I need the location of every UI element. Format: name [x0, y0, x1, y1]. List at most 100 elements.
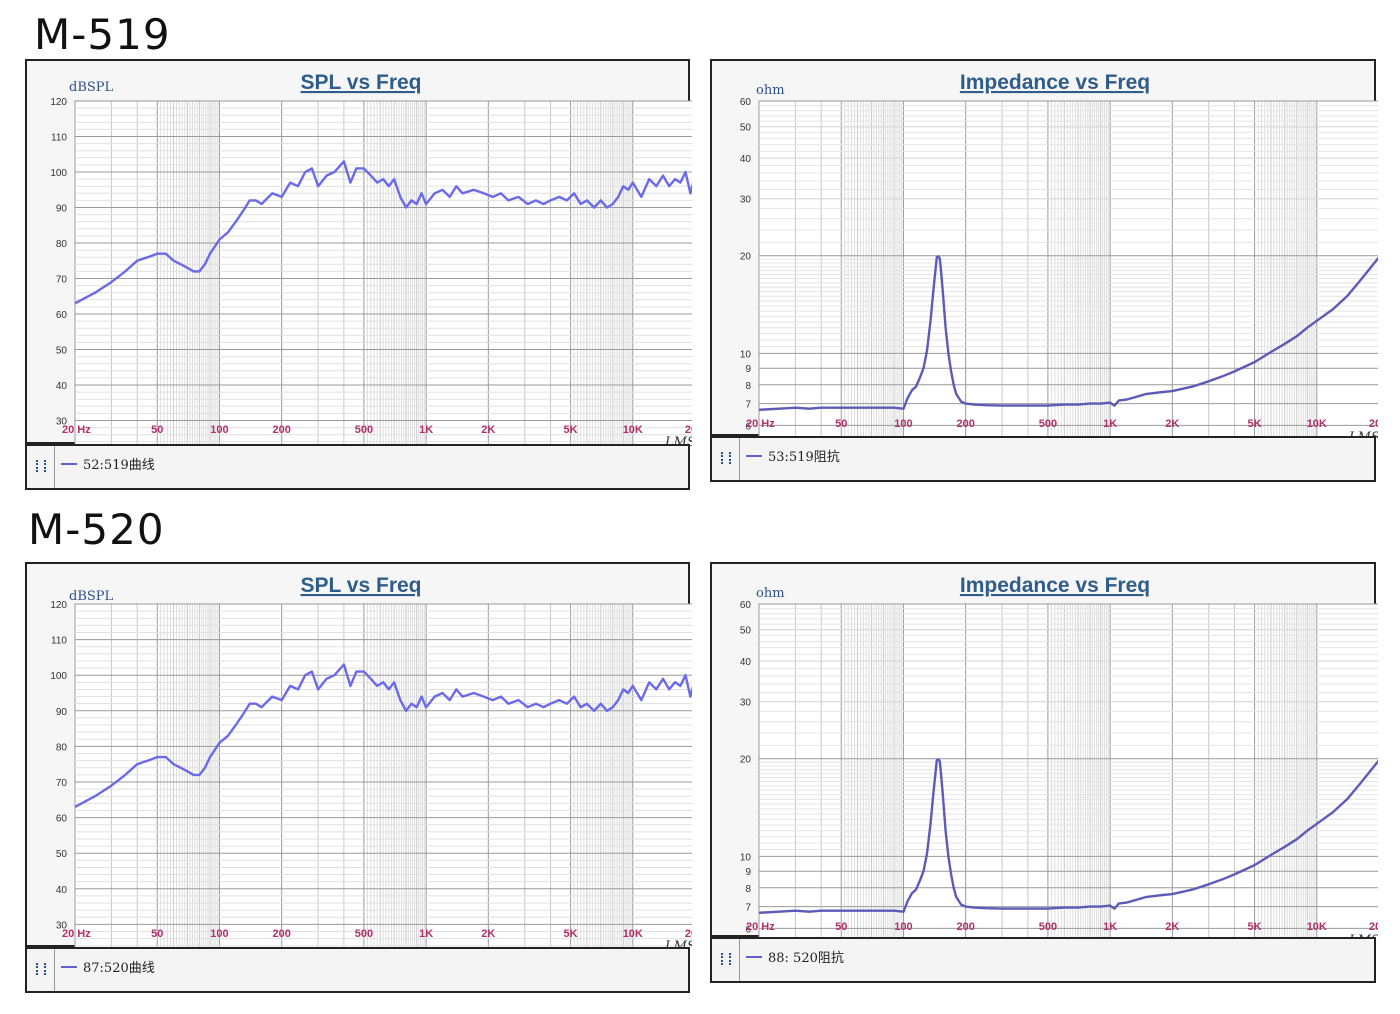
x-tick-label: 100	[210, 928, 228, 940]
x-tick-label: 200	[272, 424, 290, 436]
impedance-chart: Impedance vs Freqohm5678910203040506020 …	[740, 574, 1378, 939]
x-tick-label: 200	[956, 418, 974, 430]
y-tick-label: 20	[740, 755, 752, 766]
legend-swatch	[746, 454, 762, 457]
spl-chart-panel: SPL vs FreqdBSPL203040506070809010011012…	[25, 59, 692, 446]
y-tick-label: 60	[740, 600, 752, 611]
y-tick-label: 70	[56, 275, 68, 286]
x-tick-label: 2K	[1165, 921, 1179, 933]
x-tick-label: 20K	[685, 424, 692, 436]
y-axis-label: ohm	[756, 586, 785, 601]
x-tick-label: 20 Hz	[62, 424, 91, 436]
legend-entry[interactable]: 87:520曲线	[61, 957, 155, 976]
x-tick-label: 20 Hz	[62, 928, 91, 940]
x-tick-label: 50	[151, 424, 163, 436]
legend-label: 53:519阻抗	[768, 450, 840, 465]
y-tick-label: 30	[740, 195, 752, 206]
y-tick-label: 40	[56, 885, 68, 896]
legend-label: 52:519曲线	[83, 458, 155, 473]
spl-chart: SPL vs FreqdBSPL203040506070809010011012…	[50, 574, 692, 949]
legend-swatch	[746, 955, 762, 958]
y-axis-label: dBSPL	[69, 589, 114, 604]
y-tick-label: 20	[740, 252, 752, 263]
x-tick-label: 5K	[564, 928, 578, 940]
chart-title: SPL vs Freq	[301, 574, 422, 597]
series-line	[74, 663, 692, 808]
x-tick-label: 5K	[1248, 418, 1262, 430]
y-tick-label: 60	[740, 97, 752, 108]
drag-grip-icon[interactable]	[712, 939, 740, 981]
impedance-chart-panel: Impedance vs Freqohm5678910203040506020 …	[710, 59, 1378, 438]
y-tick-label: 10	[740, 852, 752, 863]
chart-title: Impedance vs Freq	[960, 574, 1150, 597]
chart-title: Impedance vs Freq	[960, 71, 1150, 94]
x-tick-label: 1K	[1103, 418, 1117, 430]
x-tick-label: 500	[1039, 921, 1057, 933]
y-tick-label: 30	[56, 920, 68, 931]
x-tick-label: 500	[1039, 418, 1057, 430]
spl-chart-panel: SPL vs FreqdBSPL203040506070809010011012…	[25, 562, 692, 949]
impedance-chart: Impedance vs Freqohm5678910203040506020 …	[740, 71, 1378, 438]
legend-entry[interactable]: 52:519曲线	[61, 454, 155, 473]
x-tick-label: 50	[835, 418, 847, 430]
x-tick-label: 20 Hz	[746, 418, 775, 430]
y-axis-label: dBSPL	[69, 80, 114, 95]
spl-legend-panel: 52:519曲线	[25, 444, 690, 490]
y-tick-label: 60	[56, 310, 68, 321]
y-tick-label: 30	[740, 698, 752, 709]
x-tick-label: 100	[894, 418, 912, 430]
y-tick-label: 90	[56, 707, 68, 718]
y-tick-label: 40	[740, 154, 752, 165]
y-tick-label: 80	[56, 742, 68, 753]
x-tick-label: 20 Hz	[746, 921, 775, 933]
y-tick-label: 30	[56, 417, 68, 428]
plot-area	[758, 100, 1378, 438]
y-tick-label: 6	[745, 421, 751, 432]
x-tick-label: 500	[355, 424, 373, 436]
y-tick-label: 8	[745, 381, 751, 392]
x-tick-label: 200	[956, 921, 974, 933]
y-tick-label: 7	[745, 903, 751, 914]
y-tick-label: 40	[740, 657, 752, 668]
impedance-chart-panel: Impedance vs Freqohm5678910203040506020 …	[710, 562, 1378, 939]
y-tick-label: 6	[745, 924, 751, 935]
x-tick-label: 50	[151, 928, 163, 940]
series-line	[74, 160, 692, 305]
y-tick-label: 50	[56, 346, 68, 357]
series-line	[758, 758, 1378, 914]
legend-entry[interactable]: 53:519阻抗	[746, 446, 840, 465]
legend-entry[interactable]: 88: 520阻抗	[746, 947, 844, 966]
drag-grip-icon[interactable]	[27, 446, 55, 488]
legend-label: 88: 520阻抗	[768, 951, 844, 966]
lms-logo: LMS	[664, 939, 692, 949]
x-tick-label: 2K	[1165, 418, 1179, 430]
drag-grip-icon[interactable]	[27, 949, 55, 991]
y-tick-label: 9	[745, 364, 751, 375]
y-tick-label: 120	[50, 600, 67, 611]
y-tick-label: 60	[56, 814, 68, 825]
x-tick-label: 100	[210, 424, 228, 436]
y-tick-label: 100	[50, 168, 67, 179]
y-tick-label: 110	[51, 636, 67, 647]
y-tick-label: 50	[740, 626, 752, 637]
x-tick-label: 50	[835, 921, 847, 933]
y-tick-label: 120	[50, 97, 67, 108]
x-tick-label: 5K	[564, 424, 578, 436]
x-tick-label: 1K	[419, 928, 433, 940]
legend-swatch	[61, 462, 77, 465]
drag-grip-icon[interactable]	[712, 438, 740, 480]
lms-logo: LMS	[664, 435, 692, 446]
x-tick-label: 10K	[623, 928, 643, 940]
y-tick-label: 8	[745, 884, 751, 895]
x-tick-label: 200	[272, 928, 290, 940]
chart-title: SPL vs Freq	[301, 71, 422, 94]
x-tick-label: 2K	[481, 424, 495, 436]
y-tick-label: 80	[56, 239, 68, 250]
y-tick-label: 7	[745, 400, 751, 411]
x-tick-label: 1K	[419, 424, 433, 436]
y-tick-label: 50	[740, 123, 752, 134]
y-tick-label: 40	[56, 381, 68, 392]
lms-logo: LMS	[1348, 933, 1378, 939]
y-tick-label: 50	[56, 849, 68, 860]
spl-chart: SPL vs FreqdBSPL203040506070809010011012…	[50, 71, 692, 446]
